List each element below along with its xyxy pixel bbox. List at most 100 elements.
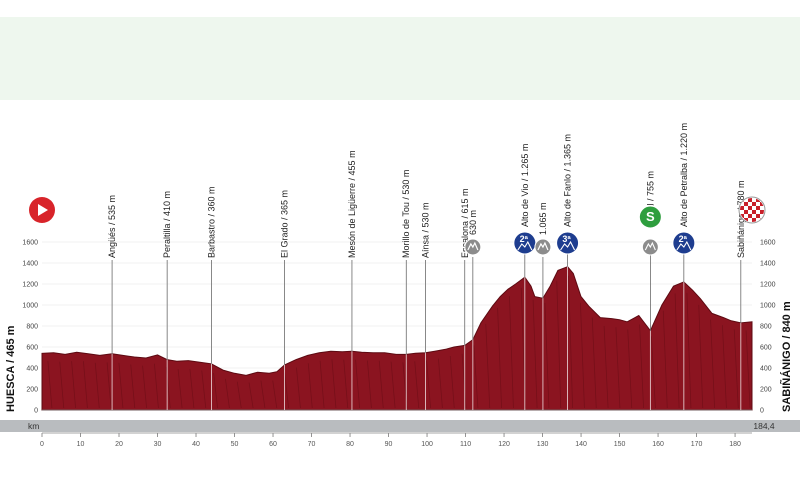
x-tick-label: 100	[421, 441, 433, 448]
profile-texture	[94, 362, 100, 409]
x-tick-label: 130	[537, 441, 549, 448]
y-tick-right: 200	[760, 387, 772, 394]
finish-check	[744, 218, 748, 222]
waypoint-name: Escalona / 615 m	[460, 188, 470, 258]
profile-texture	[603, 325, 609, 409]
profile-texture	[615, 327, 621, 409]
y-tick-right: 1000	[760, 303, 776, 310]
y-tick-right: 1600	[760, 240, 776, 247]
profile-texture	[698, 304, 704, 409]
profile-texture	[390, 361, 396, 409]
mountain-category-icon: 2ª	[672, 231, 696, 255]
y-tick-right: 1400	[760, 261, 776, 268]
finish-check	[756, 206, 760, 210]
finish-check	[752, 218, 756, 222]
profile-texture	[213, 372, 218, 409]
y-tick-left: 800	[26, 324, 38, 331]
x-tick-label: 140	[575, 441, 587, 448]
profile-texture	[627, 329, 633, 409]
top-band	[0, 17, 800, 100]
sprint-letter: S	[646, 209, 655, 224]
finish-check	[760, 202, 764, 206]
y-tick-left: 1200	[22, 282, 38, 289]
finish-check	[752, 202, 756, 206]
profile-texture	[59, 361, 65, 409]
profile-texture	[296, 367, 301, 409]
waypoint-name: Alto de Fanlo / 1.365 m	[563, 134, 573, 227]
profile-texture	[343, 359, 349, 409]
y-tick-left: 1000	[22, 303, 38, 310]
mountain-category-icon: 3ª	[556, 231, 580, 255]
profile-texture	[201, 370, 207, 409]
km-bar	[0, 420, 800, 432]
profile-texture	[47, 360, 53, 409]
profile-texture	[733, 329, 739, 409]
waypoint-name: Mesón de Ligüerre / 455 m	[347, 150, 357, 258]
x-tick-label: 150	[614, 441, 626, 448]
y-tick-right: 1200	[760, 282, 776, 289]
y-tick-left: 400	[26, 366, 38, 373]
profile-texture	[83, 361, 88, 409]
profile-texture	[473, 345, 479, 409]
profile-texture	[414, 361, 420, 409]
x-tick-label: 10	[77, 441, 85, 448]
profile-texture	[497, 307, 502, 409]
y-axis-right: 0 200 400 600 800 1000 1200 1400 1600	[760, 240, 776, 415]
x-tick-label: 170	[691, 441, 703, 448]
x-tick-label: 160	[652, 441, 664, 448]
sprint-circle	[638, 205, 662, 229]
x-tick-label: 90	[385, 441, 393, 448]
profile-area	[41, 266, 753, 411]
x-tick-label: 30	[154, 441, 162, 448]
y-tick-left: 1600	[22, 240, 38, 247]
profile-texture	[355, 359, 360, 409]
profile-texture	[745, 330, 751, 409]
end-km-label: 184,4	[753, 421, 775, 431]
category-mountain	[676, 240, 692, 251]
profile-texture	[71, 361, 76, 409]
profile-texture	[142, 365, 147, 409]
profile-texture	[260, 380, 266, 409]
y-tick-right: 0	[760, 408, 764, 415]
profile-texture	[710, 319, 715, 409]
small-climb-icon	[534, 238, 552, 256]
profile-texture	[189, 368, 195, 409]
finish-check	[748, 214, 752, 218]
profile-texture	[118, 362, 124, 409]
sprint-small-mountain	[644, 241, 656, 251]
waypoint-name: 1.065 m	[538, 202, 548, 235]
profile-texture	[591, 317, 597, 409]
sprint-icon: S	[638, 205, 662, 256]
profile-texture	[177, 369, 183, 409]
waypoint-name: Fiscal / 755 m	[645, 171, 655, 227]
y-tick-left: 1400	[22, 261, 38, 268]
x-tick-label: 80	[346, 441, 354, 448]
x-tick-label: 50	[231, 441, 239, 448]
profile-texture	[722, 325, 727, 409]
waypoint-name: Peraltilla / 410 m	[162, 191, 172, 258]
profile-fill	[41, 266, 753, 411]
start-play-icon	[29, 197, 55, 223]
waypoint-name: Barbastro / 360 m	[206, 186, 216, 258]
profile-texture	[485, 323, 491, 409]
x-tick-label: 110	[460, 441, 471, 448]
profile-texture	[532, 299, 538, 409]
category-label: 2ª	[520, 234, 529, 244]
y-axis-left: 0 200 400 600 800 1000 1200 1400 1600	[22, 240, 38, 415]
profile-texture	[426, 360, 431, 409]
y-tick-right: 600	[760, 345, 772, 352]
finish-check	[756, 198, 760, 202]
profile-texture	[367, 360, 372, 409]
finish-check	[740, 206, 744, 210]
finish-check	[760, 210, 764, 214]
profile-texture	[225, 378, 230, 409]
waypoint-name: Angüés / 535 m	[107, 195, 117, 258]
climb-icons: 2ª 3ª S 2ª	[29, 196, 766, 256]
km-bar-band	[0, 420, 800, 432]
x-tick-label: 0	[40, 441, 44, 448]
profile-texture	[319, 360, 325, 409]
x-tick-label: 70	[308, 441, 316, 448]
finish-check	[756, 214, 760, 218]
waypoint-name: Morillo de Tou / 530 m	[401, 170, 411, 258]
